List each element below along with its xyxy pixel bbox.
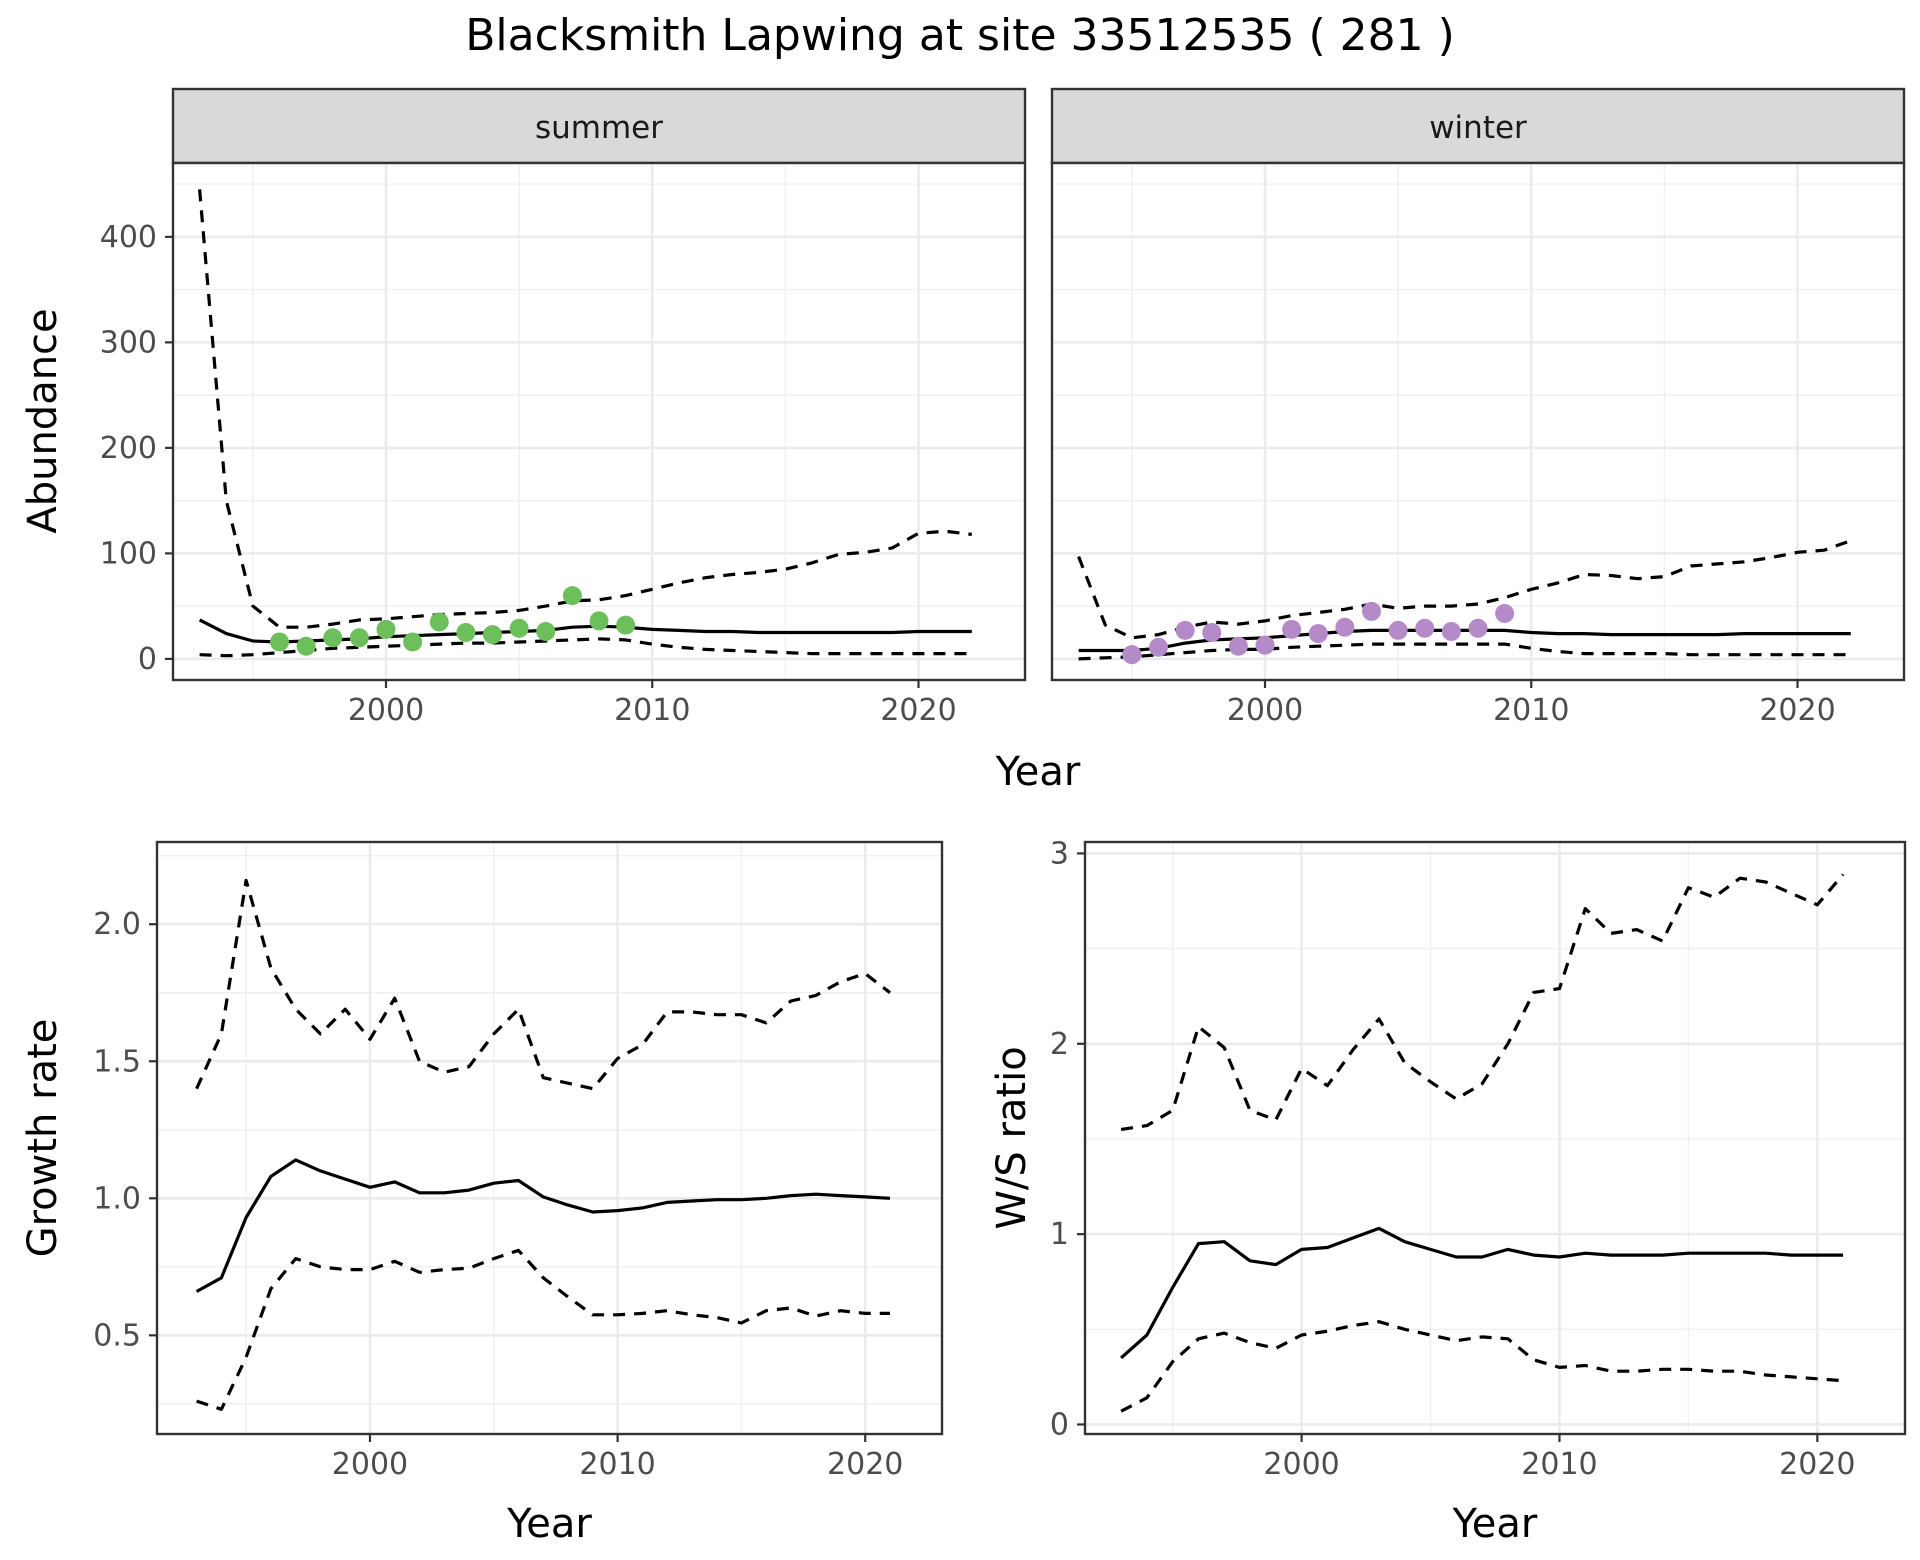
lower-bound-line [1120, 1320, 1844, 1413]
y-tick-label: 0.5 [93, 1318, 141, 1353]
observed-point [1335, 617, 1355, 637]
observed-point [1495, 604, 1515, 624]
plot-background [173, 163, 1025, 680]
facet-summer: summer 2000 2010 2020 0 100 200 300 400 [100, 87, 1027, 728]
x-tick-label: 2020 [827, 1447, 903, 1482]
y-tick-label: 2 [1050, 1027, 1069, 1062]
ws-ratio-panel: 2000 2010 2020 0 1 2 3 Year W/S ratio [989, 836, 1907, 1547]
facet-winter: winter 2000 2010 2020 [1050, 87, 1906, 728]
observed-point [1308, 624, 1328, 644]
observed-point [1255, 635, 1275, 655]
y-tick-label: 2.0 [93, 907, 141, 942]
observed-point [349, 628, 369, 648]
observed-point [1202, 623, 1222, 643]
y-tick-label: 1.0 [93, 1181, 141, 1216]
observed-point [376, 619, 396, 639]
observed-point [509, 618, 529, 638]
observed-point [616, 615, 636, 635]
upper-bound-line [198, 189, 972, 629]
plot-background [1052, 163, 1904, 680]
y-tick-label: 400 [100, 220, 157, 255]
y-axis-label: Abundance [20, 308, 66, 533]
x-axis-label: Year [995, 749, 1081, 795]
lower-bound-line [196, 1248, 890, 1411]
estimate-line [195, 1158, 891, 1293]
facet-strip-label: winter [1429, 110, 1527, 146]
x-tick-label: 2010 [614, 693, 690, 728]
y-tick-label: 1 [1050, 1217, 1069, 1252]
x-tick-label: 2000 [332, 1447, 408, 1482]
upper-bound-line [1077, 539, 1852, 640]
panel-border [155, 840, 944, 1436]
chart-title: Blacksmith Lapwing at site 33512535 ( 28… [465, 10, 1454, 61]
x-axis-label: Year [506, 1501, 592, 1547]
y-tick-label: 100 [100, 536, 157, 571]
y-tick-label: 1.5 [93, 1044, 141, 1079]
x-tick-label: 2000 [1263, 1447, 1339, 1482]
observed-point [562, 586, 582, 606]
x-tick-label: 2010 [1493, 693, 1569, 728]
observed-point [1415, 618, 1435, 638]
observed-point [483, 625, 502, 645]
observed-point [429, 612, 449, 632]
upper-bound-line [195, 878, 891, 1091]
observed-point [456, 623, 476, 643]
observed-point [1149, 637, 1168, 657]
observed-point [1468, 618, 1488, 638]
y-tick-label: 300 [100, 325, 157, 360]
x-tick-label: 2000 [348, 693, 424, 728]
observed-point [1228, 636, 1248, 656]
x-tick-label: 2010 [579, 1447, 655, 1482]
x-tick-label: 2020 [880, 693, 956, 728]
observed-point [403, 632, 423, 652]
observed-point [589, 611, 609, 631]
x-tick-label: 2000 [1227, 693, 1303, 728]
lower-bound-line [199, 637, 972, 658]
plot-background [157, 842, 942, 1434]
facet-strip-label: summer [535, 110, 663, 146]
panel-border [1050, 161, 1906, 682]
observed-point [270, 632, 289, 652]
observed-point [536, 621, 556, 641]
x-tick-label: 2020 [1759, 693, 1835, 728]
estimate-line [1120, 1226, 1844, 1360]
observed-point [1388, 620, 1408, 640]
abundance-panel: summer 2000 2010 2020 0 100 200 300 400 winter 200… [20, 87, 1906, 795]
facet-strip [171, 87, 1027, 165]
y-axis-label: Growth rate [20, 1019, 66, 1258]
y-tick-label: 0 [1050, 1407, 1069, 1442]
panel-border [1083, 840, 1907, 1436]
plot-background [1085, 842, 1905, 1434]
observed-point [1362, 601, 1381, 621]
lower-bound-line [1078, 642, 1851, 661]
observed-point [296, 636, 316, 656]
observed-point [1175, 620, 1195, 640]
y-axis-label: W/S ratio [989, 1046, 1035, 1229]
facet-strip [1050, 87, 1906, 165]
x-axis-label: Year [1452, 1501, 1538, 1547]
x-tick-label: 2010 [1521, 1447, 1597, 1482]
growth-rate-panel: 2000 2010 2020 0.5 1.0 1.5 2.0 Year Growth rate [20, 840, 944, 1547]
observed-point [1282, 619, 1302, 639]
observed-point [323, 628, 343, 648]
panel-border [171, 161, 1027, 682]
y-tick-label: 0 [138, 642, 157, 677]
y-tick-label: 200 [100, 431, 157, 466]
observed-point [1122, 645, 1142, 665]
x-tick-label: 2020 [1779, 1447, 1855, 1482]
upper-bound-line [1120, 873, 1845, 1131]
y-tick-label: 3 [1050, 836, 1069, 871]
observed-point [1441, 621, 1461, 641]
